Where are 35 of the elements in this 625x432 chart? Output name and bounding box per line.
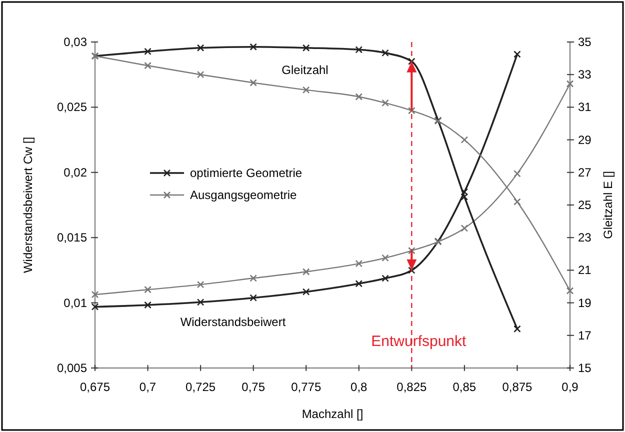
y-tick-label: 0,03: [64, 35, 88, 49]
y-tick-label: 0,015: [56, 230, 88, 245]
x-tick-label: 0,85: [452, 380, 476, 394]
annotation: Widerstandsbeiwert: [180, 315, 286, 329]
y-tick-label: 0,005: [56, 361, 88, 375]
y2-tick-label: 31: [578, 100, 592, 114]
y2-tick-label: 17: [578, 328, 592, 342]
y-tick-label: 0,025: [56, 100, 88, 114]
y-tick-label: 0,01: [64, 296, 88, 310]
x-tick-label: 0,675: [80, 380, 110, 394]
legend-label: Ausgangsgeometrie: [190, 188, 298, 202]
x-tick-label: 0,775: [291, 380, 322, 394]
x-axis-title: Machzahl []: [302, 407, 364, 421]
y2-tick-label: 35: [578, 35, 592, 49]
x-tick-label: 0,9: [562, 380, 579, 394]
legend-label: optimierte Geometrie: [190, 166, 302, 180]
y2-tick-label: 25: [578, 198, 592, 212]
x-tick-label: 0,825: [396, 380, 428, 394]
y2-tick-label: 27: [578, 165, 592, 180]
x-tick-label: 0,7: [139, 380, 156, 394]
y2-tick-label: 23: [578, 230, 592, 245]
y2-tick-label: 15: [578, 361, 592, 375]
y2-tick-label: 29: [578, 132, 592, 147]
y-tick-label: 0,02: [64, 165, 88, 180]
x-tick-label: 0,8: [350, 380, 368, 394]
y-axis-title: Widerstandsbeiwert Cw []: [21, 136, 35, 274]
y2-tick-label: 21: [578, 263, 592, 278]
x-tick-label: 0,75: [242, 380, 266, 394]
x-tick-label: 0,875: [502, 380, 533, 394]
y2-tick-label: 33: [578, 68, 592, 82]
ref-line-label: Entwurfspunkt: [371, 333, 468, 350]
x-tick-label: 0,725: [186, 380, 216, 394]
y2-axis-title: Gleitzahl E []: [601, 170, 615, 240]
y2-tick-label: 19: [578, 296, 592, 310]
annotation: Gleitzahl: [282, 63, 328, 77]
